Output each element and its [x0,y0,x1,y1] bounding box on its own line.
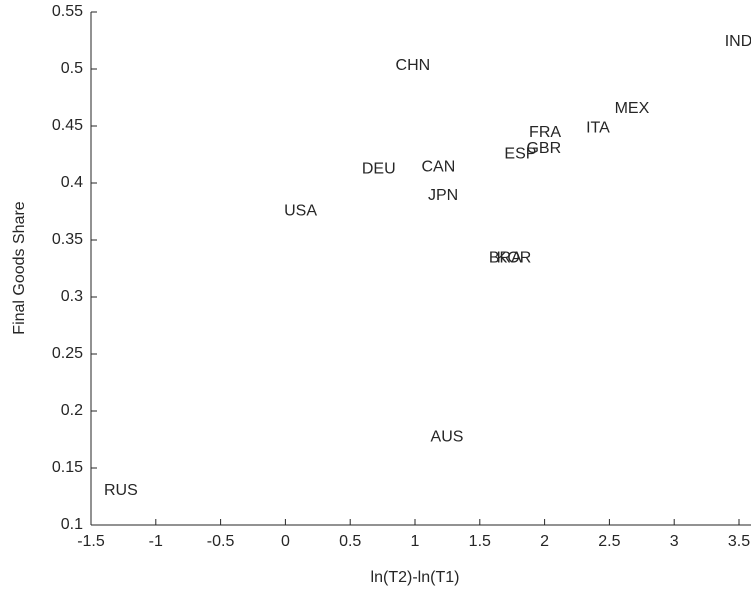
point-label: RUS [104,482,138,499]
y-tick-label: 0.2 [61,402,83,419]
x-tick-label: 0 [281,533,290,550]
point-label: FRA [529,124,561,141]
y-tick-label: 0.15 [52,459,83,476]
x-tick-label: 3.5 [728,533,750,550]
y-axis-label: Final Goods Share [11,201,28,335]
point-label: ITA [586,119,610,136]
x-tick-label: -0.5 [207,533,235,550]
x-tick-label: -1.5 [77,533,105,550]
point-label: IND [725,33,751,50]
point-label: CHN [396,57,431,74]
y-tick-label: 0.5 [61,60,83,77]
y-tick-label: 0.25 [52,345,83,362]
x-tick-label: 2.5 [598,533,620,550]
y-tick-label: 0.4 [61,174,83,191]
point-label: USA [284,203,317,220]
x-tick-label: 0.5 [339,533,361,550]
y-tick-label: 0.1 [61,516,83,533]
point-label: BRA [489,249,522,266]
y-tick-label: 0.45 [52,117,83,134]
x-tick-label: -1 [149,533,163,550]
y-tick-label: 0.35 [52,231,83,248]
y-tick-label: 0.55 [52,3,83,20]
point-label: KOR [497,249,532,266]
x-tick-label: 2 [540,533,549,550]
point-label: AUS [431,428,464,445]
point-label: GBR [526,140,561,157]
x-axis-label: ln(T2)-ln(T1) [371,569,460,586]
point-label: CAN [421,158,455,175]
point-label: DEU [362,161,396,178]
point-label: JPN [428,187,458,204]
x-tick-label: 1.5 [469,533,491,550]
x-tick-label: 3 [670,533,679,550]
point-label: ESP [504,146,536,163]
y-tick-label: 0.3 [61,288,83,305]
point-label: MEX [615,100,650,117]
x-tick-label: 1 [411,533,420,550]
